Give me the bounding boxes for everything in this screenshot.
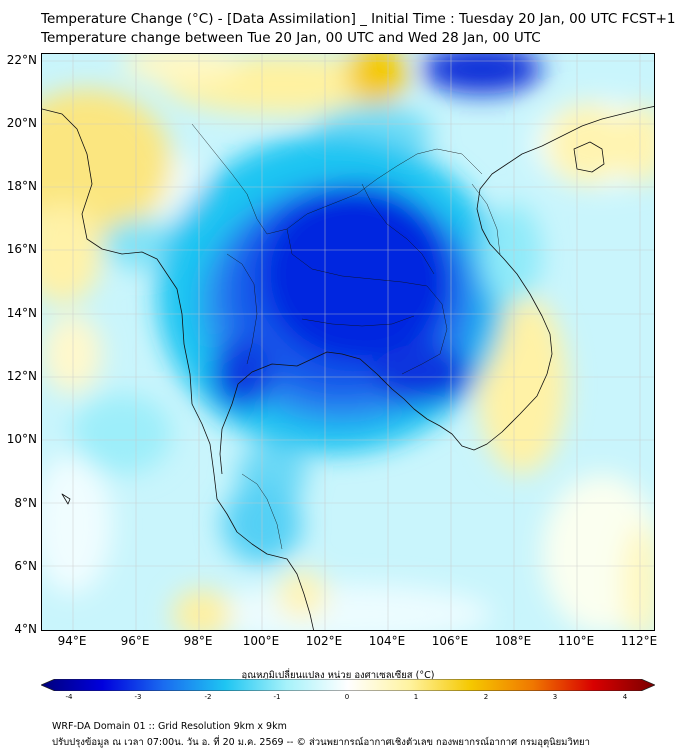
lon-label: 98°E	[183, 634, 213, 648]
colorbar-tick: -2	[204, 693, 212, 701]
colorbar-title: อุณหภูมิเปลี่ยนแปลง หน่วย องศาเซลเซียส (…	[241, 670, 435, 681]
chart-subtitle: Temperature change between Tue 20 Jan, 0…	[41, 30, 541, 46]
colorbar-tick: 3	[552, 693, 558, 701]
lon-label: 94°E	[57, 634, 87, 648]
lon-label: 108°E	[494, 634, 532, 648]
lat-label: 22°N	[6, 53, 37, 67]
footer-resolution: WRF-DA Domain 01 :: Grid Resolution 9km …	[52, 721, 287, 732]
colorbar-tick: 1	[413, 693, 419, 701]
colorbar-tick: -4	[65, 693, 73, 701]
lon-label: 100°E	[242, 634, 280, 648]
temperature-change-map	[42, 54, 654, 630]
lat-label: 12°N	[6, 369, 37, 383]
lat-label: 6°N	[14, 559, 37, 573]
lat-label: 14°N	[6, 306, 37, 320]
lat-label: 8°N	[14, 496, 37, 510]
colorbar-gradient	[41, 679, 655, 691]
colorbar	[41, 679, 655, 691]
lon-label: 106°E	[431, 634, 469, 648]
borders	[191, 123, 501, 550]
lon-label: 112°E	[620, 634, 658, 648]
lon-label: 96°E	[120, 634, 150, 648]
lon-label: 102°E	[305, 634, 343, 648]
chart-title: Temperature Change (°C) - [Data Assimila…	[41, 11, 676, 27]
colorbar-tick: 0	[344, 693, 350, 701]
map-panel	[41, 53, 655, 631]
coastlines	[42, 106, 654, 630]
lat-label: 4°N	[14, 622, 37, 636]
temperature-field	[42, 54, 654, 630]
graticule	[42, 54, 654, 630]
lon-label: 104°E	[368, 634, 406, 648]
colorbar-tick: -1	[273, 693, 281, 701]
footer-credit: ปรับปรุงข้อมูล ณ เวลา 07:00น. วัน อ. ที่…	[52, 737, 590, 748]
lat-label: 16°N	[6, 242, 37, 256]
lon-label: 110°E	[557, 634, 595, 648]
colorbar-tick: 2	[483, 693, 489, 701]
lat-label: 20°N	[6, 116, 37, 130]
colorbar-tick: 4	[622, 693, 628, 701]
colorbar-tick: -3	[134, 693, 142, 701]
lat-label: 10°N	[6, 432, 37, 446]
lat-label: 18°N	[6, 179, 37, 193]
